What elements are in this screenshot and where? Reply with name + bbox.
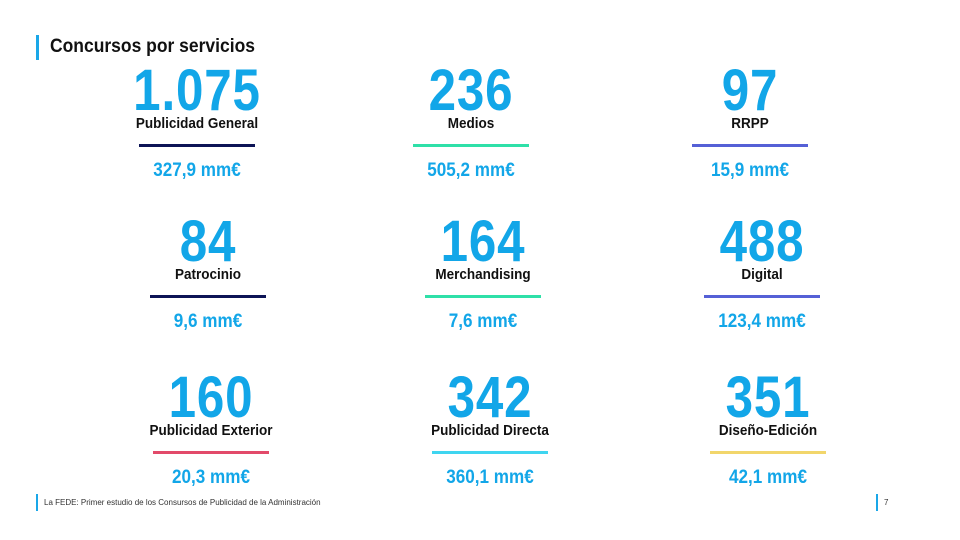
- service-amount: 360,1 mm€: [446, 467, 534, 488]
- service-card-diseno-edicion: 351 Diseño-Edición 42,1 mm€: [658, 369, 878, 499]
- service-underline: [413, 144, 529, 147]
- service-underline: [432, 451, 548, 454]
- service-card-publicidad-directa: 342 Publicidad Directa 360,1 mm€: [380, 369, 600, 499]
- service-underline: [710, 451, 826, 454]
- service-count: 236: [428, 58, 514, 123]
- service-label: Publicidad General: [135, 115, 259, 132]
- service-amount: 7,6 mm€: [448, 311, 518, 332]
- service-count: 351: [725, 365, 811, 430]
- service-count: 164: [440, 209, 526, 274]
- service-count: 97: [721, 58, 779, 123]
- title-accent-bar: [36, 35, 39, 60]
- service-label: Publicidad Directa: [431, 422, 549, 439]
- service-amount: 42,1 mm€: [729, 467, 807, 488]
- service-label: Diseño-Edición: [718, 422, 818, 439]
- service-count: 488: [719, 209, 805, 274]
- service-card-rrpp: 97 RRPP 15,9 mm€: [640, 62, 860, 192]
- service-amount: 505,2 mm€: [427, 160, 515, 181]
- footer-source: La FEDE: Primer estudio de los Consursos…: [44, 498, 321, 507]
- service-label: Digital: [741, 266, 783, 283]
- footer-accent-bar: [36, 494, 38, 511]
- service-count: 84: [179, 209, 237, 274]
- service-card-publicidad-exterior: 160 Publicidad Exterior 20,3 mm€: [101, 369, 321, 499]
- service-underline: [425, 295, 541, 298]
- service-underline: [150, 295, 266, 298]
- service-card-patrocinio: 84 Patrocinio 9,6 mm€: [98, 213, 318, 343]
- service-underline: [692, 144, 808, 147]
- service-count: 342: [447, 365, 533, 430]
- service-underline: [153, 451, 269, 454]
- service-label: Medios: [447, 115, 495, 132]
- service-amount: 20,3 mm€: [172, 467, 250, 488]
- page-number-accent-bar: [876, 494, 878, 511]
- service-underline: [704, 295, 820, 298]
- service-card-digital: 488 Digital 123,4 mm€: [652, 213, 872, 343]
- service-amount: 15,9 mm€: [711, 160, 789, 181]
- service-label: Publicidad Exterior: [149, 422, 273, 439]
- service-count: 160: [168, 365, 254, 430]
- service-amount: 9,6 mm€: [173, 311, 243, 332]
- service-card-merchandising: 164 Merchandising 7,6 mm€: [373, 213, 593, 343]
- service-label: RRPP: [731, 115, 769, 132]
- service-card-medios: 236 Medios 505,2 mm€: [361, 62, 581, 192]
- service-underline: [139, 144, 255, 147]
- service-label: Merchandising: [435, 266, 531, 283]
- service-label: Patrocinio: [174, 266, 242, 283]
- service-count: 1.075: [133, 58, 261, 123]
- page-number: 7: [884, 498, 889, 507]
- service-amount: 327,9 mm€: [153, 160, 241, 181]
- service-amount: 123,4 mm€: [718, 311, 806, 332]
- page-title: Concursos por servicios: [50, 36, 255, 57]
- service-card-publicidad-general: 1.075 Publicidad General 327,9 mm€: [87, 62, 307, 192]
